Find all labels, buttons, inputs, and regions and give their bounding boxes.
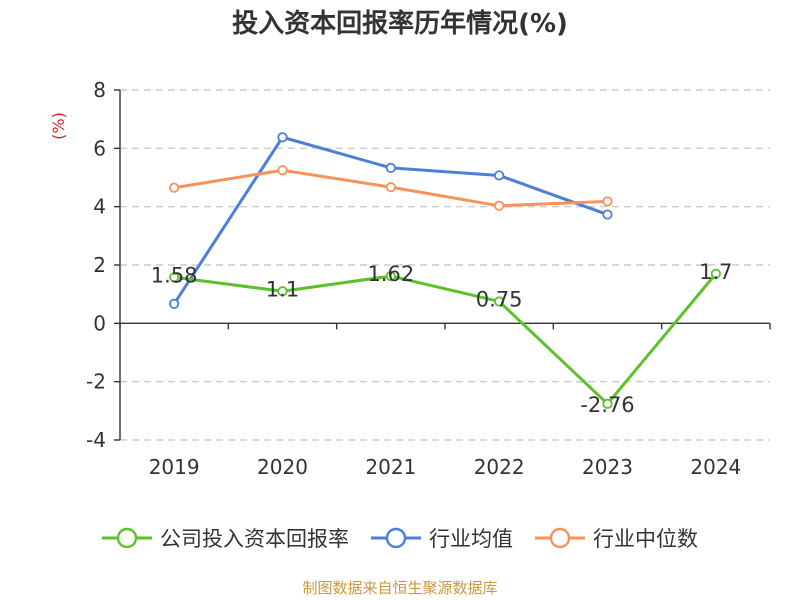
data-label: 1.7 — [699, 260, 732, 284]
y-tick-label: -2 — [86, 370, 106, 394]
x-tick-label: 2022 — [474, 455, 525, 479]
y-tick-label: 4 — [93, 195, 106, 219]
data-point — [385, 270, 396, 282]
x-tick-label: 2023 — [582, 455, 633, 479]
x-tick-label: 2024 — [690, 455, 741, 479]
source-note: 制图数据来自恒生聚源数据库 — [302, 579, 498, 597]
legend-item: 行业中位数 — [535, 523, 698, 553]
legend-item: 行业均值 — [371, 523, 513, 553]
data-point — [169, 182, 180, 193]
data-point — [277, 286, 288, 297]
data-point — [602, 398, 613, 409]
legend-item: 公司投入资本回报率 — [102, 523, 349, 553]
data-point — [277, 165, 288, 176]
chart-legend: 公司投入资本回报率 行业均值 行业中位数 — [0, 520, 800, 556]
data-point — [385, 182, 396, 193]
legend-swatch-marker — [385, 527, 407, 549]
legend-label: 行业均值 — [429, 527, 513, 551]
data-point — [602, 196, 613, 207]
y-tick-label: 0 — [93, 311, 106, 335]
data-label: -2.76 — [580, 393, 634, 417]
legend-swatch-icon — [535, 527, 585, 549]
data-label: 1.1 — [266, 277, 299, 301]
legend-swatch-marker — [549, 527, 571, 549]
axes: 8 6 4 2 0 -2 -4 2019 2020 2021 2022 2023 2024 — [86, 78, 771, 479]
legend-label: 行业中位数 — [593, 527, 698, 551]
x-tick-label: 2020 — [257, 455, 308, 479]
legend-swatch-icon — [371, 527, 421, 549]
x-tick-label: 2019 — [149, 455, 200, 479]
data-point — [494, 296, 505, 307]
data-label: 1.58 — [151, 263, 198, 287]
legend-label: 公司投入资本回报率 — [160, 527, 349, 551]
data-point — [710, 268, 721, 279]
data-point — [277, 132, 288, 143]
data-labels: 1.58 1.1 1.62 0.75 -2.76 1.7 — [151, 260, 733, 417]
data-point — [169, 272, 180, 283]
y-tick-label: -4 — [86, 428, 106, 452]
series-line — [172, 272, 718, 406]
y-tick-label: 8 — [93, 78, 106, 102]
x-tick-label: 2021 — [365, 455, 416, 479]
data-label: 0.75 — [476, 287, 523, 311]
series-lines — [169, 132, 721, 409]
data-point — [494, 200, 505, 211]
chart-title: 投入资本回报率历年情况(%) — [232, 9, 568, 39]
legend-swatch-marker — [116, 527, 138, 549]
data-point — [385, 162, 396, 173]
grid-lines — [120, 89, 770, 441]
legend-swatch-icon — [102, 527, 152, 549]
y-tick-label: 6 — [93, 136, 106, 160]
y-axis-label: (%) — [49, 112, 68, 140]
y-tick-label: 2 — [93, 253, 106, 277]
data-label: 1.62 — [367, 262, 414, 286]
data-point — [602, 209, 613, 220]
data-point — [494, 170, 505, 181]
data-point — [169, 298, 180, 309]
